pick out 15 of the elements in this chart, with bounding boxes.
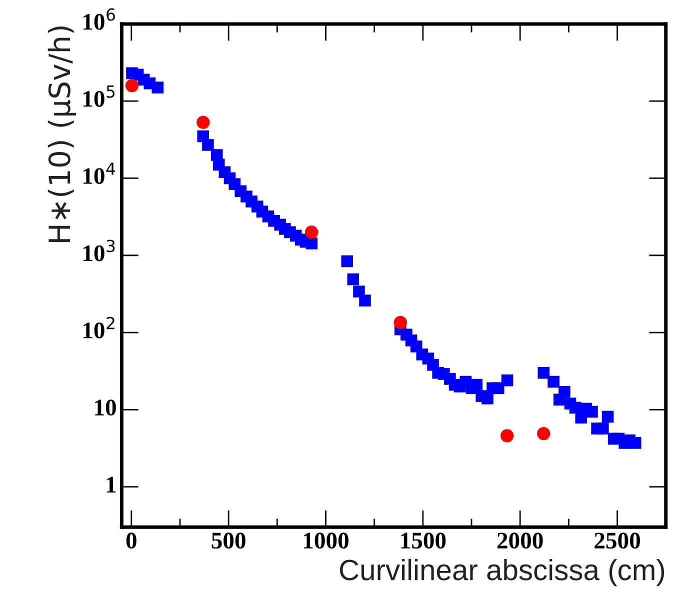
y-tick-label: 10 (95, 400, 116, 416)
x-tick-label: 1500 (401, 532, 446, 549)
x-tick-label: 2500 (594, 532, 640, 549)
x-tick-label: 1000 (304, 532, 348, 549)
y-tick-label: 10$^{4}$ (84, 162, 116, 184)
y-tick-label: 1 (106, 476, 116, 492)
x-tick-label: 500 (212, 532, 246, 549)
x-axis-title: Curvilinear abscissa (cm) (340, 558, 664, 586)
y-tick-label: 10$^{5}$ (84, 86, 115, 107)
y-tick-label: 10$^{2}$ (84, 316, 114, 338)
x-tick-label: 0 (126, 532, 136, 549)
y-axis-title: H∗(10) (μSv/h) (48, 26, 76, 242)
x-tick-label: 2000 (497, 532, 543, 549)
y-tick-label: 10$^{3}$ (84, 240, 115, 262)
y-tick-label: 10$^{6}$ (84, 8, 115, 30)
